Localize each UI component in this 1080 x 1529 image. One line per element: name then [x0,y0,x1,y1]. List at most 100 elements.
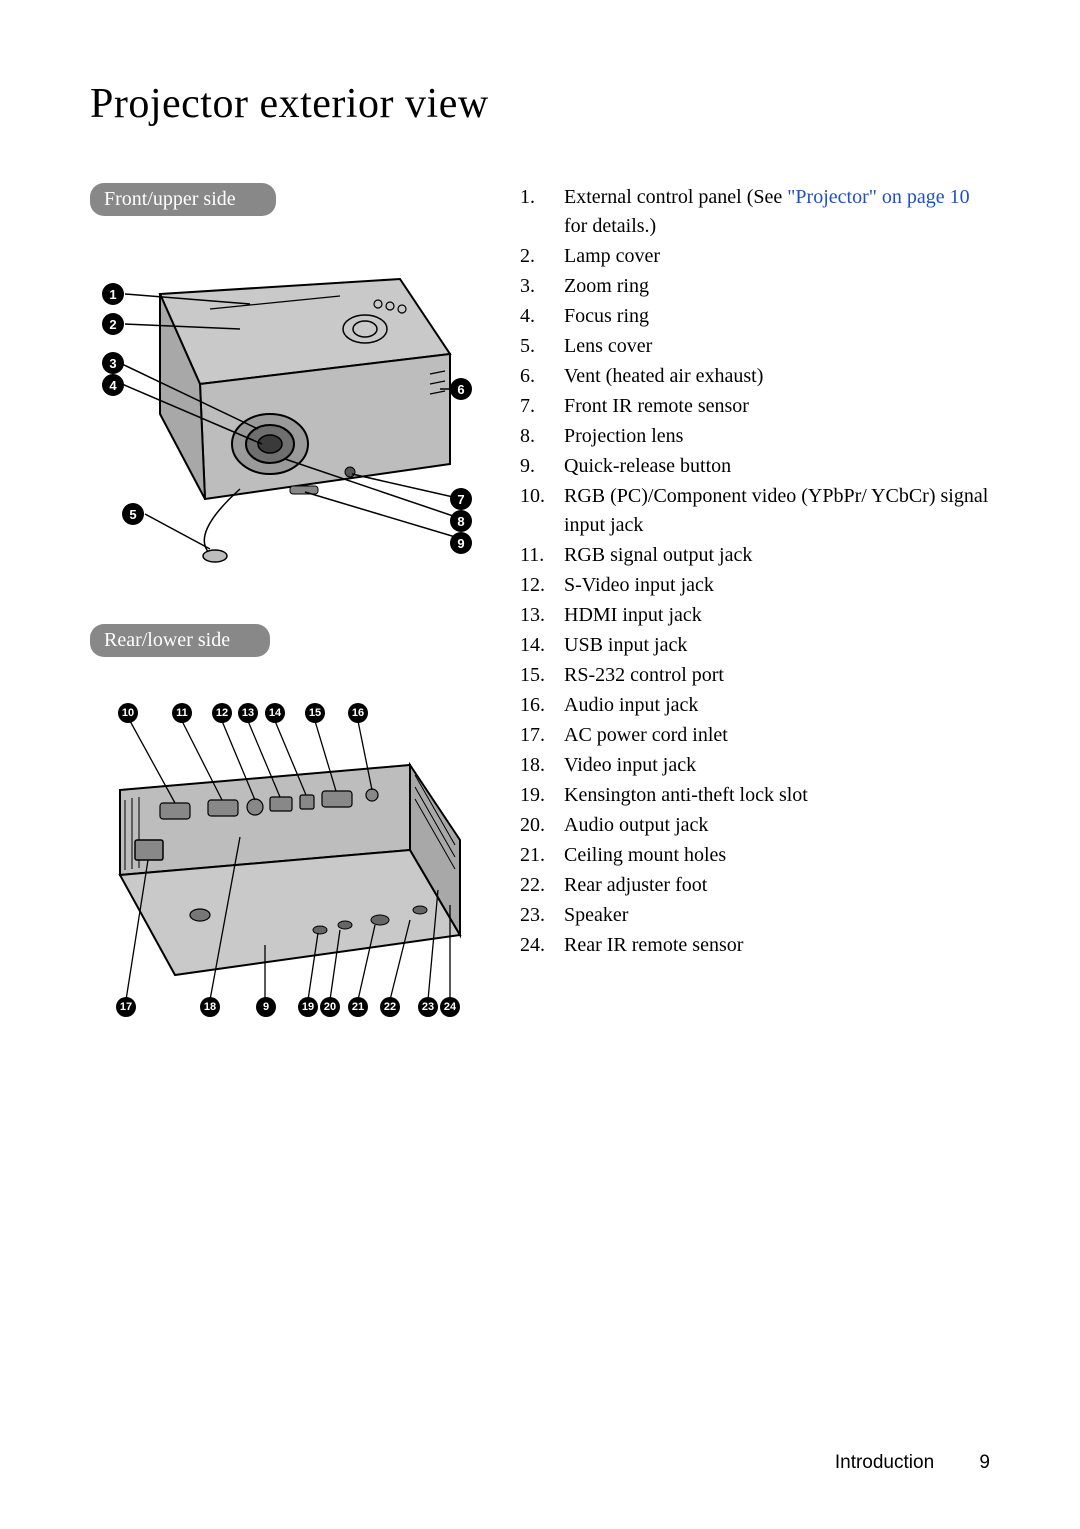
callout-9: 9 [450,532,472,554]
callout-19: 19 [298,997,318,1017]
parts-list: 1.External control panel (See "Projector… [520,183,990,960]
part-number: 22. [520,871,564,900]
part-text: Lamp cover [564,242,990,271]
parts-list-item: 4.Focus ring [520,302,990,331]
parts-list-item: 18.Video input jack [520,751,990,780]
callout-9b: 9 [256,997,276,1017]
callout-1: 1 [102,283,124,305]
callout-10: 10 [118,703,138,723]
parts-list-item: 13.HDMI input jack [520,601,990,630]
callout-24: 24 [440,997,460,1017]
callout-6: 6 [450,378,472,400]
footer-page-number: 9 [979,1452,990,1473]
part-text: RGB signal output jack [564,541,990,570]
part-number: 24. [520,931,564,960]
callout-15: 15 [305,703,325,723]
part-text: External control panel (See "Projector" … [564,183,990,241]
cross-ref-link[interactable]: "Projector" on page 10 [787,186,969,208]
parts-list-item: 3.Zoom ring [520,272,990,301]
part-text: RS-232 control port [564,661,990,690]
parts-list-item: 10.RGB (PC)/Component video (YPbPr/ YCbC… [520,482,990,540]
rear-section-label: Rear/lower side [90,624,270,657]
parts-list-item: 1.External control panel (See "Projector… [520,183,990,241]
parts-list-item: 7.Front IR remote sensor [520,392,990,421]
diagrams-column: Front/upper side [90,183,490,1085]
part-text: Kensington anti-theft lock slot [564,781,990,810]
part-text: Projection lens [564,422,990,451]
part-number: 11. [520,541,564,570]
part-number: 20. [520,811,564,840]
callout-18: 18 [200,997,220,1017]
part-number: 12. [520,571,564,600]
callout-3: 3 [102,352,124,374]
front-diagram: 1 2 3 4 5 6 7 8 9 [90,234,470,574]
part-number: 2. [520,242,564,271]
parts-list-item: 16.Audio input jack [520,691,990,720]
part-text: Video input jack [564,751,990,780]
part-number: 19. [520,781,564,810]
part-number: 23. [520,901,564,930]
part-number: 13. [520,601,564,630]
part-number: 15. [520,661,564,690]
part-number: 4. [520,302,564,331]
page-title: Projector exterior view [90,80,990,128]
part-text: S-Video input jack [564,571,990,600]
callout-22: 22 [380,997,400,1017]
part-text: Rear adjuster foot [564,871,990,900]
part-text: Audio input jack [564,691,990,720]
parts-list-item: 8.Projection lens [520,422,990,451]
part-text: USB input jack [564,631,990,660]
parts-list-item: 24.Rear IR remote sensor [520,931,990,960]
part-text: Focus ring [564,302,990,331]
parts-list-item: 9.Quick-release button [520,452,990,481]
parts-list-item: 15.RS-232 control port [520,661,990,690]
callout-13: 13 [238,703,258,723]
front-section-label: Front/upper side [90,183,276,216]
callout-11: 11 [172,703,192,723]
part-number: 6. [520,362,564,391]
part-text: HDMI input jack [564,601,990,630]
part-text: Ceiling mount holes [564,841,990,870]
callout-7: 7 [450,488,472,510]
callout-17: 17 [116,997,136,1017]
parts-list-item: 6.Vent (heated air exhaust) [520,362,990,391]
part-text: Front IR remote sensor [564,392,990,421]
part-number: 18. [520,751,564,780]
parts-list-item: 19.Kensington anti-theft lock slot [520,781,990,810]
part-number: 10. [520,482,564,540]
callout-21: 21 [348,997,368,1017]
part-number: 8. [520,422,564,451]
part-number: 5. [520,332,564,361]
page-footer: Introduction 9 [835,1452,990,1474]
part-number: 16. [520,691,564,720]
parts-list-item: 5.Lens cover [520,332,990,361]
callout-4: 4 [102,374,124,396]
part-number: 17. [520,721,564,750]
part-text: Lens cover [564,332,990,361]
front-projector-svg [90,234,470,574]
part-text: Audio output jack [564,811,990,840]
part-text: Quick-release button [564,452,990,481]
part-number: 21. [520,841,564,870]
part-number: 7. [520,392,564,421]
callout-8: 8 [450,510,472,532]
parts-list-item: 11.RGB signal output jack [520,541,990,570]
part-text: RGB (PC)/Component video (YPbPr/ YCbCr) … [564,482,990,540]
rear-projector-svg [90,675,470,1035]
parts-list-item: 21.Ceiling mount holes [520,841,990,870]
content-columns: Front/upper side [90,183,990,1085]
part-number: 3. [520,272,564,301]
footer-section: Introduction [835,1452,934,1473]
parts-list-item: 14.USB input jack [520,631,990,660]
callout-14: 14 [265,703,285,723]
parts-list-item: 12.S-Video input jack [520,571,990,600]
part-text: Speaker [564,901,990,930]
part-number: 9. [520,452,564,481]
manual-page: Projector exterior view Front/upper side [0,0,1080,1529]
parts-list-item: 20.Audio output jack [520,811,990,840]
part-text: Rear IR remote sensor [564,931,990,960]
part-text: AC power cord inlet [564,721,990,750]
callout-16: 16 [348,703,368,723]
parts-list-item: 22.Rear adjuster foot [520,871,990,900]
callout-23: 23 [418,997,438,1017]
